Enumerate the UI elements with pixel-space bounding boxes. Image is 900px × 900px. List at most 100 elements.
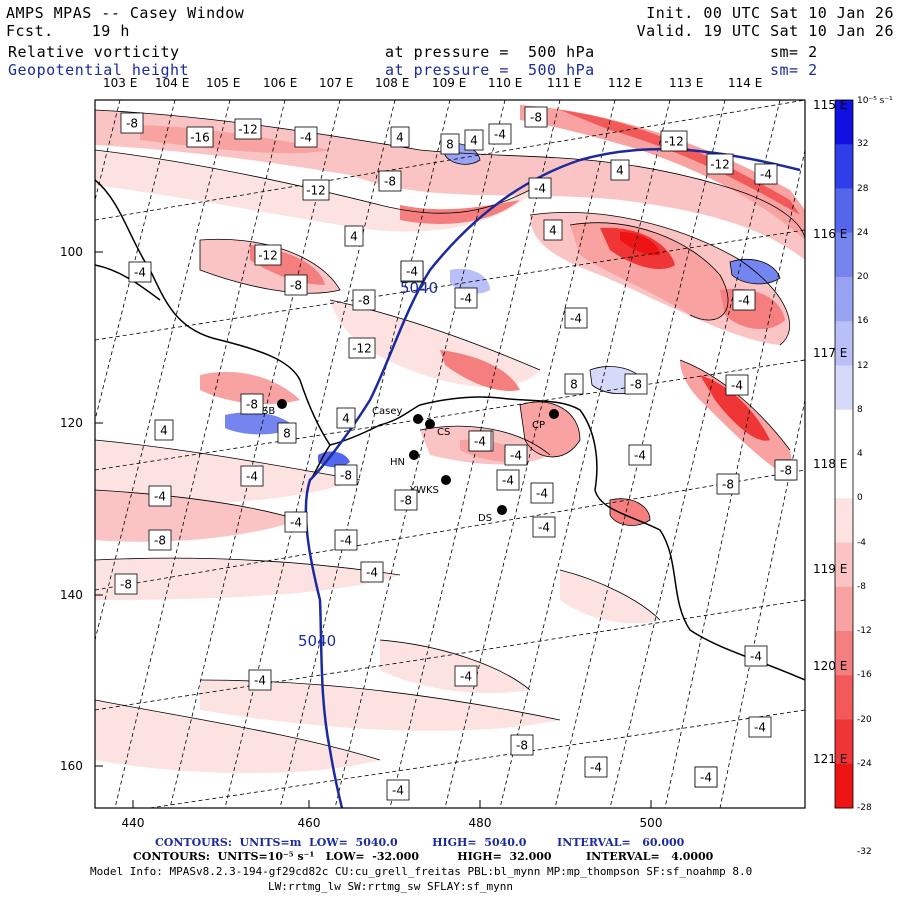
contour-label: -8 xyxy=(378,170,402,192)
contour-label: -4 xyxy=(748,716,772,738)
colorbar-tick-label: -28 xyxy=(857,803,872,813)
lon-label-right: 120 E xyxy=(813,659,848,673)
contour-label-text: -8 xyxy=(780,464,792,478)
contour-label: -4 xyxy=(454,287,478,309)
lon-label: 106 E xyxy=(263,76,298,90)
map-frame xyxy=(94,99,806,809)
contour-label-text: -4 xyxy=(290,516,302,530)
station-label-cs: CS xyxy=(437,427,450,438)
x-tick-label: 460 xyxy=(297,816,321,830)
station-dot-sb xyxy=(277,399,287,409)
station-dot-ywks xyxy=(441,475,451,485)
station-label-hn: HN xyxy=(390,457,405,468)
contour-label-text: -4 xyxy=(460,292,472,306)
field2-smoothing: sm= 2 xyxy=(770,61,818,79)
lon-label: 112 E xyxy=(608,76,643,90)
colorbar-swatch xyxy=(835,232,853,278)
contour-label: -8 xyxy=(334,464,358,486)
contour-label-text: 4 xyxy=(549,224,557,238)
station-label-casey: Casey xyxy=(372,406,402,417)
contour-label: -8 xyxy=(510,734,534,756)
colorbar-tick-label: -20 xyxy=(857,714,872,725)
colorbar-swatch xyxy=(835,763,853,809)
contour-label: -8 xyxy=(352,289,376,311)
lon-label: 110 E xyxy=(488,76,523,90)
lon-label: 109 E xyxy=(432,76,467,90)
field2-name: Geopotential height xyxy=(8,61,190,79)
contour-label-text: -4 xyxy=(536,487,548,501)
contour-label: 4 xyxy=(543,219,563,241)
colorbar-swatch xyxy=(835,719,853,765)
contour-label-text: -8 xyxy=(400,494,412,508)
contour-label: -4 xyxy=(294,126,318,148)
contour-label-text: 8 xyxy=(446,138,454,152)
y-tick-label: 160 xyxy=(60,759,83,773)
contour-label: -8 xyxy=(394,489,418,511)
colorbar xyxy=(834,99,854,809)
contour-label: -4 xyxy=(468,430,492,452)
contour-label-text: -4 xyxy=(590,761,602,775)
contour-label-text: -4 xyxy=(246,470,258,484)
field2-level: at pressure = 500 hPa xyxy=(385,61,595,79)
contour-label: -12 xyxy=(348,337,376,359)
contour-label: -4 xyxy=(128,261,152,283)
lon-label-right: 116 E xyxy=(813,227,848,241)
contour-label: -12 xyxy=(254,244,282,266)
colorbar-tick-label: 4 xyxy=(857,449,863,459)
colorbar-tick-label: 16 xyxy=(857,316,869,327)
lon-label-right: 117 E xyxy=(813,346,848,360)
contour-label: -12 xyxy=(660,130,688,152)
contour-label: -12 xyxy=(234,118,262,140)
contour-label: -4 xyxy=(284,511,308,533)
station-labels: Casey CS CP HN YWKS DS SB xyxy=(262,406,545,524)
contour-label: -4 xyxy=(725,374,749,396)
contour-label-text: -4 xyxy=(634,449,646,463)
colorbar-tick-label: 12 xyxy=(857,360,869,371)
contour-label-text: -12 xyxy=(352,342,372,356)
colorbar-swatch xyxy=(835,409,853,455)
contour-label-text: -4 xyxy=(534,182,546,196)
footer-model-info: Model Info: MPASv8.2.3-194-gf29cd82c CU:… xyxy=(90,865,753,878)
contour-label-text: 4 xyxy=(616,164,624,178)
contour-label: -4 xyxy=(530,482,554,504)
station-label-ds: DS xyxy=(478,513,492,524)
contour-label-text: -8 xyxy=(722,478,734,492)
contour-label: -12 xyxy=(302,179,330,201)
contour-label-text: -8 xyxy=(290,279,302,293)
contour-label: -8 xyxy=(716,473,740,495)
contour-label-text: -12 xyxy=(710,158,730,172)
contour-label: -8 xyxy=(120,112,144,134)
y-tick-label: 120 xyxy=(60,416,83,430)
colorbar-swatch xyxy=(835,321,853,366)
y-tick-label: 100 xyxy=(60,245,83,259)
contour-label: -4 xyxy=(148,485,172,507)
contour-label-text: -8 xyxy=(516,739,528,753)
contour-label: -4 xyxy=(334,529,358,551)
station-dot-ds xyxy=(497,505,507,515)
contour-label: 8 xyxy=(277,422,297,444)
contour-label: -4 xyxy=(532,516,556,538)
contour-label: 4 xyxy=(336,407,356,429)
colorbar-swatch xyxy=(835,365,853,411)
contour-label-text: -8 xyxy=(358,294,370,308)
contour-label-text: 4 xyxy=(396,131,404,145)
contour-label: -8 xyxy=(284,274,308,296)
colorbar-tick-label: -32 xyxy=(857,847,872,858)
lon-label-right: 115 E xyxy=(813,98,848,112)
x-tick-label: 500 xyxy=(639,816,663,830)
station-dot-hn xyxy=(409,450,419,460)
y-tick-label: 140 xyxy=(60,588,83,602)
colorbar-tick-label: 32 xyxy=(857,139,869,150)
contour-label: -8 xyxy=(148,529,172,551)
contour-label-text: -4 xyxy=(502,474,514,488)
axis-ticks xyxy=(95,251,652,808)
contour-label: -4 xyxy=(732,289,756,311)
contour-label-text: -4 xyxy=(460,670,472,684)
x-tick-label: 440 xyxy=(121,816,145,830)
station-label-ywks: YWKS xyxy=(409,485,439,496)
colorbar-swatch xyxy=(835,144,853,189)
contour-label: -4 xyxy=(628,444,652,466)
contour-label: -4 xyxy=(754,163,778,185)
contour-label: -16 xyxy=(186,126,214,148)
